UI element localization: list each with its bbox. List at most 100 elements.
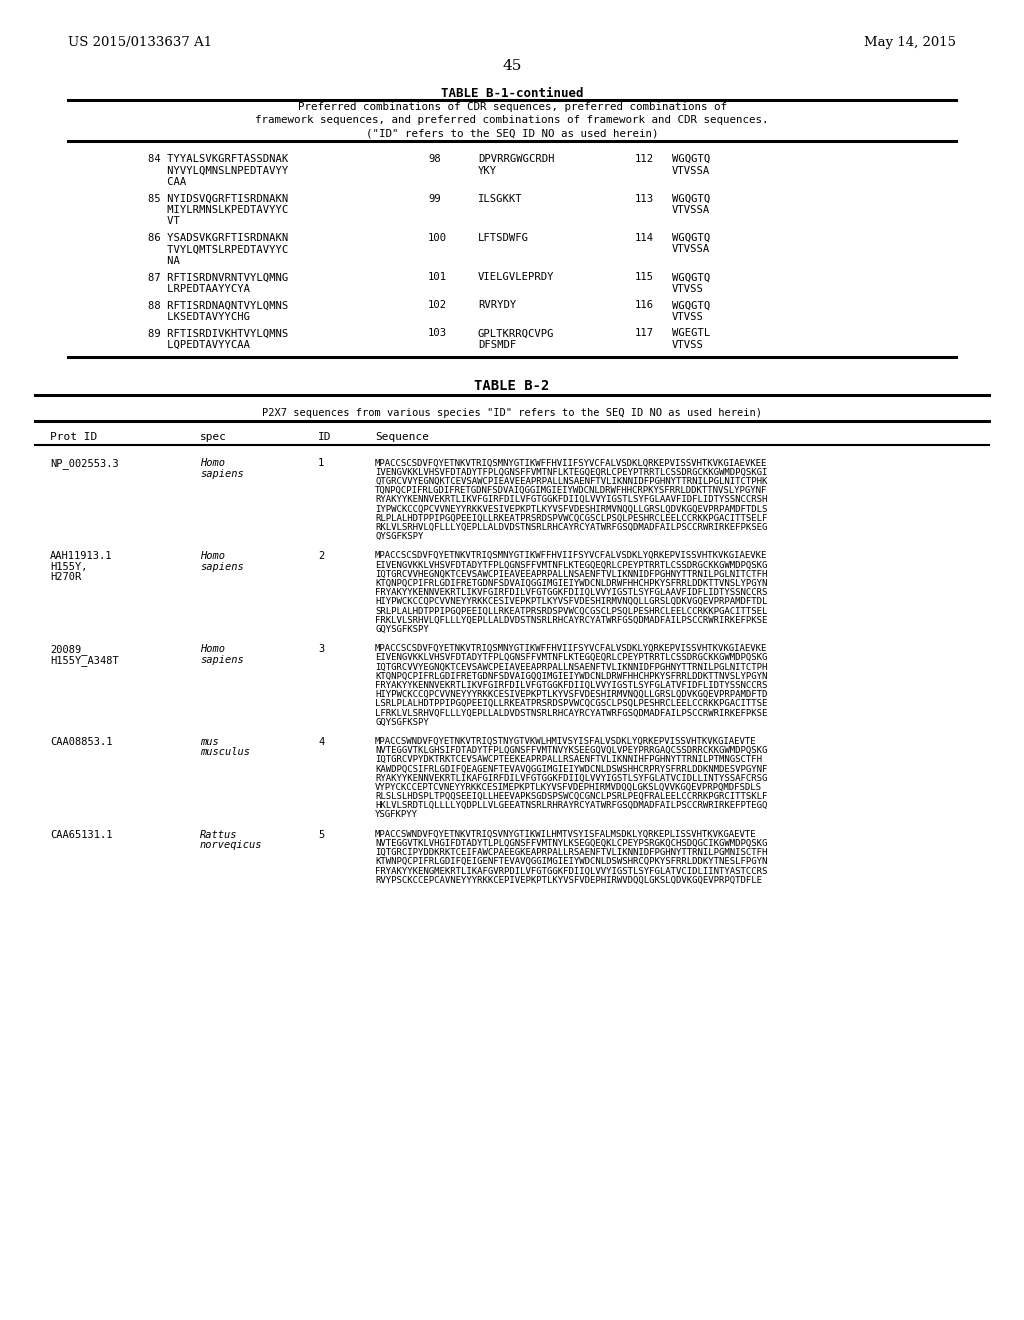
Text: GPLTKRRQCVPG: GPLTKRRQCVPG bbox=[478, 329, 555, 338]
Text: Homo: Homo bbox=[200, 458, 225, 469]
Text: CAA65131.1: CAA65131.1 bbox=[50, 830, 113, 840]
Text: HKLVLSRDTLQLLLLYQDPLLVLGEEATNSRLRHRAYRCYATWRFGSQDMADFAILPSCCRWRIRKEFPTEGQ: HKLVLSRDTLQLLLLYQDPLLVLGEEATNSRLRHRAYRCY… bbox=[375, 801, 767, 810]
Text: HIYPWCKCCQPCVVNEYYYRKKCESIVEPKPTLKYVSFVDESHIRMVNQQLLGRSLQDVKGQEVPRPAMDFTD: HIYPWCKCCQPCVVNEYYYRKKCESIVEPKPTLKYVSFVD… bbox=[375, 690, 767, 700]
Text: MPACCSWNDVFQYETNKVTRIQSTNYGTVKWLHMIVSYISFALVSDKLYQRKEPVISSVHTKVKGIAEVTE: MPACCSWNDVFQYETNKVTRIQSTNYGTVKWLHMIVSYIS… bbox=[375, 737, 757, 746]
Text: 99: 99 bbox=[428, 194, 440, 203]
Text: ILSGKKT: ILSGKKT bbox=[478, 194, 522, 203]
Text: TABLE B-2: TABLE B-2 bbox=[474, 379, 550, 392]
Text: WGQGTQ: WGQGTQ bbox=[672, 301, 711, 310]
Text: VTVSS: VTVSS bbox=[672, 341, 703, 350]
Text: TVYLQMTSLRPEDTAVYYC: TVYLQMTSLRPEDTAVYYC bbox=[148, 244, 288, 255]
Text: IQTGRCVPYDKTRKTCEVSAWCPTEEKEAPRPALLRSAENFTVLIKNNIHFPGHNYTTRNILPTMNGSCTFH: IQTGRCVPYDKTRKTCEVSAWCPTEEKEAPRPALLRSAEN… bbox=[375, 755, 762, 764]
Text: MPACCSCSDVFQYETNKVTRIQSMNYGTIKWFFHVIIFSYVCFALVSDKLQRKEPVISSVHTKVKGIAEVKEE: MPACCSCSDVFQYETNKVTRIQSMNYGTIKWFFHVIIFSY… bbox=[375, 458, 767, 467]
Text: GQYSGFKSPY: GQYSGFKSPY bbox=[375, 718, 429, 727]
Text: HIYPWCKCCQPCVVNEYYRKKCESIVEPKPTLKYVSFVDESHIRMVNQQLLGRSLQDKVGQEVPRPAMDFTDL: HIYPWCKCCQPCVVNEYYRKKCESIVEPKPTLKYVSFVDE… bbox=[375, 597, 767, 606]
Text: framework sequences, and preferred combinations of framework and CDR sequences.: framework sequences, and preferred combi… bbox=[255, 115, 769, 125]
Text: IYPWCKCCQPCVVNEYYRKKVESIVEPKPTLKYVSFVDESHIRMVNQQLLGRSLQDVKGQEVPRPAMDFTDLS: IYPWCKCCQPCVVNEYYRKKVESIVEPKPTLKYVSFVDES… bbox=[375, 504, 767, 513]
Text: mus: mus bbox=[200, 737, 219, 747]
Text: QYSGFKSPY: QYSGFKSPY bbox=[375, 532, 423, 541]
Text: KTQNPQCPIFRLGDIFRETGDNFSDVAIQGGIMGIEIYWDCNLDRWFHHCHPKYSFRRLDDKTTVNSLYPGYN: KTQNPQCPIFRLGDIFRETGDNFSDVAIQGGIMGIEIYWD… bbox=[375, 579, 767, 587]
Text: MPACCSWNDVFQYETNKVTRIQSVNYGTIKWILHMTVSYISFALMSDKLYQRKEPLISSVHTKVKGAEVTE: MPACCSWNDVFQYETNKVTRIQSVNYGTIKWILHMTVSYI… bbox=[375, 830, 757, 838]
Text: DPVRRGWGCRDH: DPVRRGWGCRDH bbox=[478, 154, 555, 164]
Text: P2X7 sequences from various species "ID" refers to the SEQ ID NO as used herein): P2X7 sequences from various species "ID"… bbox=[262, 408, 762, 417]
Text: 100: 100 bbox=[428, 234, 447, 243]
Text: WGEGTL: WGEGTL bbox=[672, 329, 711, 338]
Text: 103: 103 bbox=[428, 329, 447, 338]
Text: H155Y,: H155Y, bbox=[50, 562, 87, 572]
Text: IVENGVKKLVHSVFDTADYTFPLQGNSFFVMTNFLKTEGQEQRLCPEYPTRRTLCSSDRGCKKGWMDPQSKGI: IVENGVKKLVHSVFDTADYTFPLQGNSFFVMTNFLKTEGQ… bbox=[375, 467, 767, 477]
Text: 87 RFTISRDNVRNTVYLQMNG: 87 RFTISRDNVRNTVYLQMNG bbox=[148, 272, 288, 282]
Text: EIVENGVKKLVHSVFDTADYTFPLQGNSFFVMTNFLKTEGQEQRLCPEYPTRRTLCSSDRGCKKGWMDPQSKG: EIVENGVKKLVHSVFDTADYTFPLQGNSFFVMTNFLKTEG… bbox=[375, 561, 767, 569]
Text: Homo: Homo bbox=[200, 644, 225, 655]
Text: 45: 45 bbox=[503, 59, 521, 73]
Text: LFTSDWFG: LFTSDWFG bbox=[478, 234, 529, 243]
Text: SRLPLALHDTPPIPGQPEEIQLLRKEATPRSRDSPVWCQCGSCLPSQLPESHRCLEELCCRKKPGACITTSEL: SRLPLALHDTPPIPGQPEEIQLLRKEATPRSRDSPVWCQC… bbox=[375, 606, 767, 615]
Text: WGQGTQ: WGQGTQ bbox=[672, 154, 711, 164]
Text: IQTGRCVVYEGNQKTCEVSAWCPEIAVEEAPRPALLNSAENFTVLIKNNIDFPGHNYTTRNILPGLNITCTPH: IQTGRCVVYEGNQKTCEVSAWCPEIAVEEAPRPALLNSAE… bbox=[375, 663, 767, 672]
Text: 117: 117 bbox=[635, 329, 654, 338]
Text: 3: 3 bbox=[318, 644, 325, 655]
Text: NA: NA bbox=[148, 256, 180, 267]
Text: RYAKYYKENNVEKRTLIKAFGIRFDILVFGTGGKFDIIQLVVYIGSTLSYFGLATVCIDLLINTYSSAFCRSG: RYAKYYKENNVEKRTLIKAFGIRFDILVFGTGGKFDIIQL… bbox=[375, 774, 767, 783]
Text: 88 RFTISRDNAQNTVYLQMNS: 88 RFTISRDNAQNTVYLQMNS bbox=[148, 301, 288, 310]
Text: WGQGTQ: WGQGTQ bbox=[672, 272, 711, 282]
Text: QTGRCVVYEGNQKTCEVSAWCPIEAVEEAPRPALLNSAENFTVLIKNNIDFPGHNYTTRNILPGLNITCTPHK: QTGRCVVYEGNQKTCEVSAWCPIEAVEEAPRPALLNSAEN… bbox=[375, 477, 767, 486]
Text: 101: 101 bbox=[428, 272, 447, 282]
Text: H155Y_A348T: H155Y_A348T bbox=[50, 655, 119, 665]
Text: VTVSSA: VTVSSA bbox=[672, 244, 711, 255]
Text: NYVYLQMNSLNPEDTAVYY: NYVYLQMNSLNPEDTAVYY bbox=[148, 165, 288, 176]
Text: NVTEGGVTKLVHGIFDTADYTLPLQGNSFFVMTNYLKSEGQEQKLCPEYPSRGKQCHSDQGCIKGWMDPQSKG: NVTEGGVTKLVHGIFDTADYTLPLQGNSFFVMTNYLKSEG… bbox=[375, 840, 767, 847]
Text: 2: 2 bbox=[318, 552, 325, 561]
Text: sapiens: sapiens bbox=[200, 655, 244, 664]
Text: MPACCSCSDVFQYETNKVTRIQSMNYGTIKWFFHVIIFSYVCFALVSDKLYQRKEPVISSVHTKVKGIAEVKE: MPACCSCSDVFQYETNKVTRIQSMNYGTIKWFFHVIIFSY… bbox=[375, 644, 767, 653]
Text: US 2015/0133637 A1: US 2015/0133637 A1 bbox=[68, 36, 212, 49]
Text: 4: 4 bbox=[318, 737, 325, 747]
Text: musculus: musculus bbox=[200, 747, 250, 758]
Text: 98: 98 bbox=[428, 154, 440, 164]
Text: RLSLSLHDSPLTPQQSEEIQLLHEEVAPKSGDSPSWCQCGNCLPSRLPEQFRALEELCCRRKPGRCITTSKLF: RLSLSLHDSPLTPQQSEEIQLLHEEVAPKSGDSPSWCQCG… bbox=[375, 792, 767, 801]
Text: 1: 1 bbox=[318, 458, 325, 469]
Text: Prot ID: Prot ID bbox=[50, 433, 97, 442]
Text: TABLE B-1-continued: TABLE B-1-continued bbox=[440, 87, 584, 100]
Text: RYAKYYKENNVEKRTLIKVFGIRFDILVFGTGGKFDIIQLVVYIGSTLSYFGLAAVFIDFLIDTYSSNCCRSH: RYAKYYKENNVEKRTLIKVFGIRFDILVFGTGGKFDIIQL… bbox=[375, 495, 767, 504]
Text: 113: 113 bbox=[635, 194, 654, 203]
Text: sapiens: sapiens bbox=[200, 562, 244, 572]
Text: 5: 5 bbox=[318, 830, 325, 840]
Text: 116: 116 bbox=[635, 301, 654, 310]
Text: NVTEGGVTKLGHSIFDTADYTFPLQGNSFFVMTNVYKSEEGQVQLVPEYPRRGAQCSSDRRCKKGWMDPQSKG: NVTEGGVTKLGHSIFDTADYTFPLQGNSFFVMTNVYKSEE… bbox=[375, 746, 767, 755]
Text: KTWNPQCPIFRLGDIFQEIGENFTEVAVQGGIMGIEIYWDCNLDSWSHRCQPKYSFRRLDDKYTNESLFPGYN: KTWNPQCPIFRLGDIFQEIGENFTEVAVQGGIMGIEIYWD… bbox=[375, 857, 767, 866]
Text: ID: ID bbox=[318, 433, 332, 442]
Text: WGQGTQ: WGQGTQ bbox=[672, 234, 711, 243]
Text: VIELGVLEPRDY: VIELGVLEPRDY bbox=[478, 272, 555, 282]
Text: RVYPSCKCCEPCAVNEYYYRKKCEPIVEPKPTLKYVSFVDEPHIRWVDQQLGKSLQDVKGQEVPRPQTDFLE: RVYPSCKCCEPCAVNEYYYRKKCEPIVEPKPTLKYVSFVD… bbox=[375, 875, 762, 884]
Text: spec: spec bbox=[200, 433, 227, 442]
Text: FRYAKYYKENGMEKRTLIKAFGVRPDILVFGTGGKFDIIQLVVYIGSTLSYFGLATVCIDLIINTYASTCCRS: FRYAKYYKENGMEKRTLIKAFGVRPDILVFGTGGKFDIIQ… bbox=[375, 866, 767, 875]
Text: KTQNPQCPIFRLGDIFRETGDNFSDVAIGQQIMGIEIYWDCNLDRWFHHCHPKYSFRRLDDKTTNVSLYPGYN: KTQNPQCPIFRLGDIFRETGDNFSDVAIGQQIMGIEIYWD… bbox=[375, 672, 767, 681]
Text: Rattus: Rattus bbox=[200, 830, 238, 840]
Text: VTVSSA: VTVSSA bbox=[672, 205, 711, 215]
Text: WGQGTQ: WGQGTQ bbox=[672, 194, 711, 203]
Text: 20089_: 20089_ bbox=[50, 644, 87, 655]
Text: LQPEDTAVYYCAA: LQPEDTAVYYCAA bbox=[148, 341, 250, 350]
Text: LSRLPLALHDTPPIPGQPEEIQLLRKEATPRSRDSPVWCQCGSCLPSQLPESHRCLEELCCRKKPGACITTSE: LSRLPLALHDTPPIPGQPEEIQLLRKEATPRSRDSPVWCQ… bbox=[375, 700, 767, 709]
Text: 85 NYIDSVQGRFTISRDNAKN: 85 NYIDSVQGRFTISRDNAKN bbox=[148, 194, 288, 203]
Text: IQTGRCVVHEGNQKTCEVSAWCPIEAVEEAPRPALLNSAENFTVLIKNNIDFPGHNYTTRNILPGLNITCTFH: IQTGRCVVHEGNQKTCEVSAWCPIEAVEEAPRPALLNSAE… bbox=[375, 570, 767, 578]
Text: ("ID" refers to the SEQ ID NO as used herein): ("ID" refers to the SEQ ID NO as used he… bbox=[366, 128, 658, 139]
Text: FRYAKYYKENNVEKRTLIKVFGIRFDILVFGTGGKFDIIQLVVYIGSTLSYFGLATVFIDFLIDTYSSNCCRS: FRYAKYYKENNVEKRTLIKVFGIRFDILVFGTGGKFDIIQ… bbox=[375, 681, 767, 690]
Text: YKY: YKY bbox=[478, 165, 497, 176]
Text: TQNPQCPIFRLGDIFRETGDNFSDVAIQGGIMGIEIYWDCNLDRWFHHCRPKYSFRRLDDKTTNVSLYPGYNF: TQNPQCPIFRLGDIFRETGDNFSDVAIQGGIMGIEIYWDC… bbox=[375, 486, 767, 495]
Text: norveqicus: norveqicus bbox=[200, 841, 262, 850]
Text: May 14, 2015: May 14, 2015 bbox=[864, 36, 956, 49]
Text: NP_002553.3: NP_002553.3 bbox=[50, 458, 119, 470]
Text: RLPLALHDTPPIPGQPEEIQLLRKEATPRSRDSPVWCQCGSCLPSQLPESHRCLEELCCRKKPGACITTSELF: RLPLALHDTPPIPGQPEEIQLLRKEATPRSRDSPVWCQCG… bbox=[375, 513, 767, 523]
Text: H270R: H270R bbox=[50, 573, 81, 582]
Text: 115: 115 bbox=[635, 272, 654, 282]
Text: IQTGRCIPYDDKRKTCEIFAWCPAEEGKEAPRPALLRSAENFTVLIKNNIDFPGHNYTTRNILPGMNISCTFH: IQTGRCIPYDDKRKTCEIFAWCPAEEGKEAPRPALLRSAE… bbox=[375, 847, 767, 857]
Text: sapiens: sapiens bbox=[200, 469, 244, 479]
Text: 102: 102 bbox=[428, 301, 447, 310]
Text: AAH11913.1: AAH11913.1 bbox=[50, 552, 113, 561]
Text: CAA: CAA bbox=[148, 177, 186, 187]
Text: FRKLVLSRHVLQFLLLYQEPLLALDVDSTNSRLRHCAYRCYATWRFGSQDMADFAILPSCCRWRIRKEFPKSE: FRKLVLSRHVLQFLLLYQEPLLALDVDSTNSRLRHCAYRC… bbox=[375, 615, 767, 624]
Text: CAA08853.1: CAA08853.1 bbox=[50, 737, 113, 747]
Text: Sequence: Sequence bbox=[375, 433, 429, 442]
